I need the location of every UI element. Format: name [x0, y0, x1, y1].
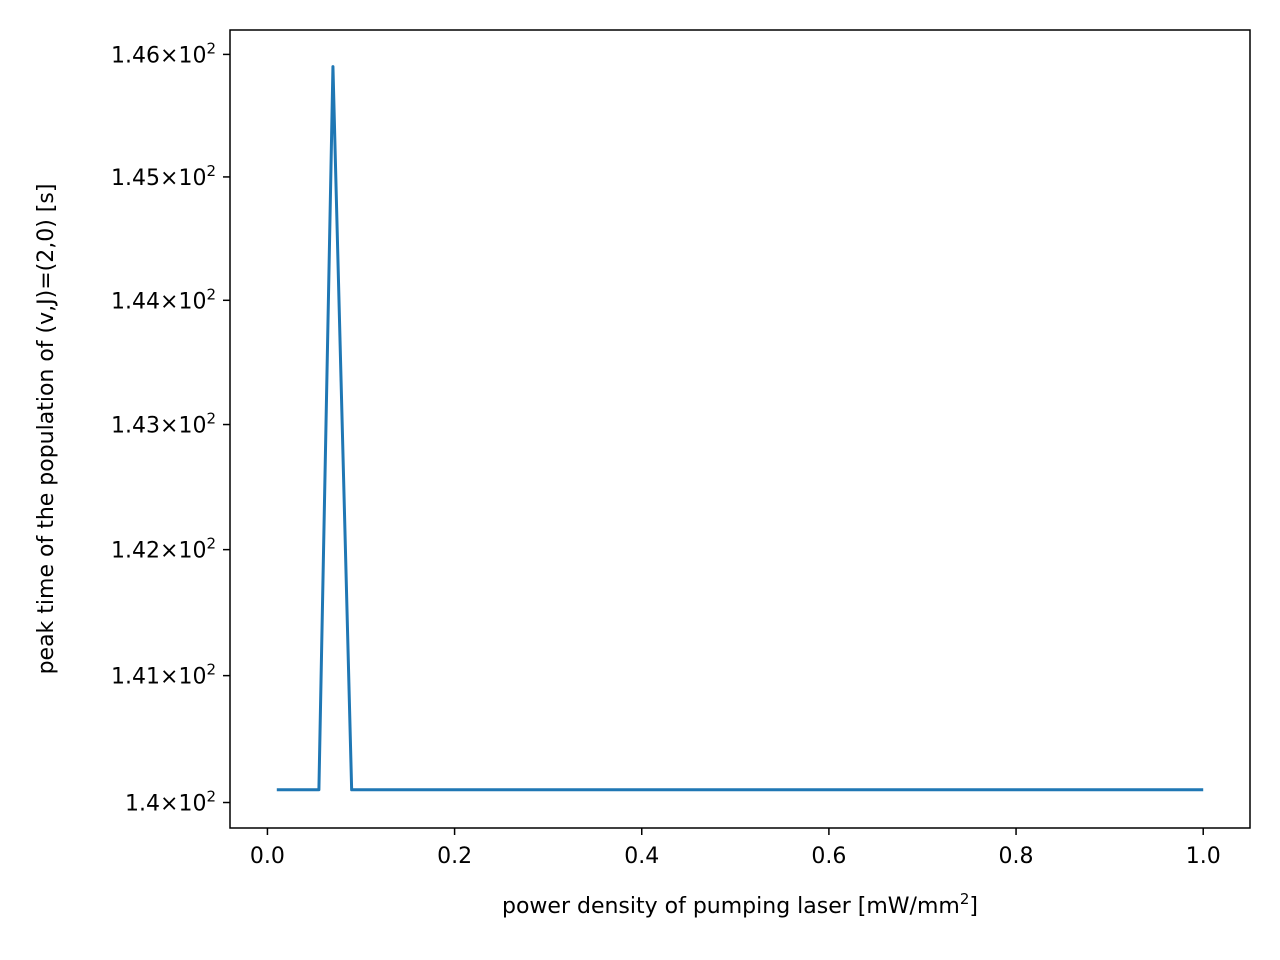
y-tick-label-exp: 2	[206, 410, 216, 428]
y-tick-label-mantissa: 1.45	[111, 166, 160, 191]
series-line	[276, 65, 1204, 792]
plot-area	[230, 30, 1250, 828]
x-axis-label: power density of pumping laser [mW/mm2]	[502, 890, 978, 919]
y-tick-label-times: ×	[160, 43, 178, 68]
y-tick-label-exp: 2	[206, 661, 216, 679]
y-axis-ticks: 1.4×1021.41×1021.42×1021.43×1021.44×1021…	[111, 39, 230, 817]
y-tick-label-base: 10	[178, 43, 206, 68]
y-tick-label-mantissa: 1.43	[111, 414, 160, 439]
y-tick-label-times: ×	[160, 289, 178, 314]
x-axis-ticks: 0.0 0.2 0.4 0.6 0.8 1.0	[250, 828, 1221, 869]
plot-frame	[229, 29, 1251, 829]
y-tick-label-exp: 2	[206, 535, 216, 553]
x-tick-label: 0.4	[624, 844, 659, 869]
y-tick-label-exp: 2	[206, 39, 216, 57]
y-tick-label-base: 10	[178, 166, 206, 191]
x-tick-label: 0.0	[250, 844, 285, 869]
x-axis-label-superscript: 2	[960, 890, 970, 908]
y-tick-label: 1.44×102	[111, 285, 216, 314]
y-tick-label-times: ×	[160, 166, 178, 191]
y-tick-label: 1.43×102	[111, 410, 216, 439]
y-tick-label-base: 10	[178, 539, 206, 564]
y-tick-label-times: ×	[160, 665, 178, 690]
y-tick-label-mantissa: 1.44	[111, 289, 160, 314]
y-tick-label-mantissa: 1.46	[111, 43, 160, 68]
y-tick-label-mantissa: 1.41	[111, 665, 160, 690]
y-tick-label: 1.46×102	[111, 39, 216, 68]
y-tick-label: 1.45×102	[111, 162, 216, 191]
x-tick-label: 0.6	[811, 844, 846, 869]
y-tick-label-exp: 2	[206, 162, 216, 180]
y-tick-label-exp: 2	[206, 285, 216, 303]
y-tick-label: 1.42×102	[111, 535, 216, 564]
series-layer	[276, 65, 1204, 792]
y-tick-label-base: 10	[178, 792, 206, 817]
x-tick-label: 0.8	[999, 844, 1034, 869]
y-tick-label: 1.4×102	[125, 788, 216, 817]
y-tick-label-mantissa: 1.42	[111, 539, 160, 564]
y-tick-label-mantissa: 1.4	[125, 792, 160, 817]
x-tick-label: 1.0	[1186, 844, 1221, 869]
y-axis-label: peak time of the population of (v,J)=(2,…	[34, 184, 59, 675]
y-tick-label-base: 10	[178, 289, 206, 314]
y-tick-label-base: 10	[178, 665, 206, 690]
y-tick-label-times: ×	[160, 792, 178, 817]
y-tick-label: 1.41×102	[111, 661, 216, 690]
x-axis-label-tail: ]	[969, 894, 978, 919]
y-tick-label-exp: 2	[206, 788, 216, 806]
x-axis-label-main: power density of pumping laser [mW/mm	[502, 894, 960, 919]
y-tick-label-times: ×	[160, 414, 178, 439]
y-tick-label-times: ×	[160, 539, 178, 564]
y-tick-label-base: 10	[178, 414, 206, 439]
x-tick-label: 0.2	[437, 844, 472, 869]
